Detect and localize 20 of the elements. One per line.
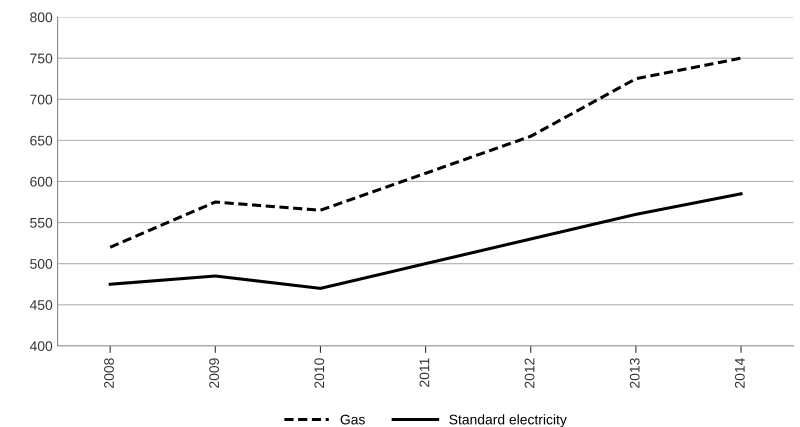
y-tick-label: 550 — [30, 218, 52, 228]
y-tick-label: 750 — [30, 54, 52, 64]
y-tick-label: 600 — [30, 176, 52, 187]
y-tick-label: 500 — [30, 259, 52, 269]
y-tick-label: 650 — [30, 136, 52, 146]
x-tick-label: 2008 — [104, 358, 114, 388]
x-tick-label: 2010 — [314, 358, 324, 388]
x-tick-label: 2012 — [524, 358, 534, 388]
legend-label: Gas — [340, 414, 365, 424]
x-tick-label: 2009 — [209, 358, 220, 388]
x-tick-label: 2014 — [734, 358, 745, 388]
y-tick-label: 400 — [30, 341, 52, 352]
y-tick-label: 450 — [30, 300, 52, 310]
line-series — [108, 56, 743, 249]
y-tick-label: 800 — [30, 12, 52, 22]
line-series — [108, 192, 743, 290]
x-tick-label: 2013 — [630, 358, 640, 388]
legend-label: Standard electricity — [449, 414, 567, 427]
x-tick-label: 2011 — [419, 358, 430, 387]
y-tick-label: 700 — [30, 94, 52, 104]
